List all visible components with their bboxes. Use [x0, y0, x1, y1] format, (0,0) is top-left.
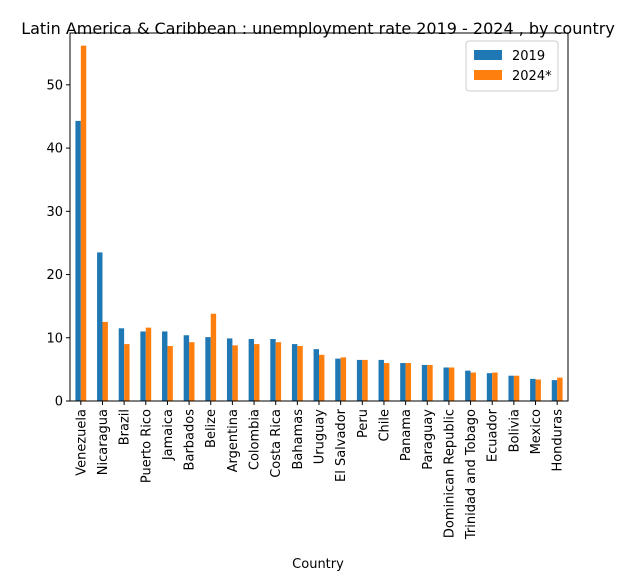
- bar-2019-barbados: [183, 335, 190, 401]
- legend-label-2019: 2019: [512, 49, 545, 64]
- x-tick-label-venezuela: Venezuela: [74, 409, 89, 476]
- bar-2024-paraguay: [427, 364, 433, 401]
- x-tick-label-bahamas: Bahamas: [291, 409, 306, 470]
- bar-2024-argentina: [232, 345, 238, 401]
- legend: 2019 2024*: [465, 40, 559, 92]
- bars-group: [75, 45, 563, 401]
- bar-2019-ecuador: [486, 373, 493, 401]
- x-tick-label-chile: Chile: [377, 409, 392, 442]
- x-tick-label-trinidad-and-tobago: Trinidad and Tobago: [464, 409, 479, 540]
- bar-2024-chile: [383, 363, 390, 401]
- bar-2019-bahamas: [291, 344, 298, 401]
- x-tick-label-uruguay: Uruguay: [313, 409, 328, 465]
- bar-2024-venezuela: [80, 45, 87, 401]
- x-tick-label-ecuador: Ecuador: [486, 408, 501, 462]
- x-tick-label-brazil: Brazil: [118, 409, 133, 445]
- bar-2024-panama: [405, 363, 412, 401]
- bar-2019-colombia: [248, 339, 255, 401]
- legend-swatch-2019: [474, 50, 502, 60]
- bar-2024-puerto-rico: [145, 327, 152, 401]
- x-tick-label-dominican-republic: Dominican Republic: [442, 409, 457, 538]
- bar-2024-honduras: [557, 377, 563, 401]
- bar-2019-brazil: [118, 328, 125, 401]
- bar-2019-paraguay: [421, 364, 428, 401]
- x-tick-label-honduras: Honduras: [551, 409, 566, 472]
- bar-2019-mexico: [530, 378, 536, 401]
- y-tick-label: 50: [46, 78, 63, 93]
- y-tick-label: 10: [46, 331, 63, 346]
- x-axis: Venezuela Nicaragua Brazil Puerto Rico Jamai…: [74, 401, 566, 540]
- x-tick-label-nicaragua: Nicaragua: [96, 409, 111, 475]
- bar-2024-nicaragua: [102, 321, 108, 401]
- bar-2019-argentina: [226, 338, 233, 401]
- x-tick-label-panama: Panama: [399, 409, 414, 461]
- x-tick-label-barbados: Barbados: [183, 409, 198, 471]
- x-tick-label-costa-rica: Costa Rica: [269, 409, 284, 478]
- x-axis-label: Country: [292, 557, 344, 572]
- x-tick-label-argentina: Argentina: [226, 409, 241, 472]
- bar-2024-costa-rica: [275, 342, 282, 401]
- bar-2019-dominican-republic: [443, 367, 449, 401]
- bar-2024-belize: [210, 313, 217, 401]
- bar-2024-peru: [362, 359, 368, 401]
- y-axis: 0 10 20 30 40 50: [46, 78, 70, 410]
- bar-2024-trinidad-and-tobago: [470, 372, 476, 401]
- x-tick-label-mexico: Mexico: [529, 409, 544, 454]
- bar-2019-puerto-rico: [140, 331, 146, 401]
- x-tick-label-belize: Belize: [204, 409, 219, 448]
- legend-label-2024: 2024*: [512, 69, 552, 84]
- bar-2019-nicaragua: [97, 252, 103, 401]
- bar-2024-jamaica: [167, 345, 173, 401]
- bar-2024-ecuador: [492, 372, 498, 401]
- bar-2019-bolivia: [508, 375, 514, 401]
- bar-2024-colombia: [254, 344, 260, 401]
- bar-2024-barbados: [189, 342, 195, 401]
- bar-2024-mexico: [535, 379, 541, 401]
- bar-2019-chile: [378, 359, 384, 401]
- bar-2024-dominican-republic: [448, 367, 455, 401]
- y-tick-label: 30: [46, 205, 63, 220]
- bar-2019-costa-rica: [270, 339, 276, 401]
- bar-2019-el-salvador: [335, 358, 341, 401]
- bar-2019-honduras: [551, 380, 558, 401]
- chart-title: Latin America & Caribbean : unemployment…: [21, 19, 615, 38]
- bar-2024-brazil: [124, 344, 130, 401]
- y-tick-label: 20: [46, 268, 63, 283]
- x-tick-label-paraguay: Paraguay: [421, 409, 436, 470]
- bar-2019-jamaica: [162, 331, 168, 401]
- x-tick-label-puerto-rico: Puerto Rico: [139, 409, 154, 483]
- x-tick-label-bolivia: Bolivia: [507, 409, 522, 452]
- x-tick-label-colombia: Colombia: [248, 409, 263, 470]
- bar-2019-venezuela: [75, 120, 81, 401]
- y-tick-label: 40: [46, 142, 63, 157]
- bar-2024-bahamas: [297, 345, 303, 401]
- x-tick-label-jamaica: Jamaica: [161, 409, 176, 461]
- bar-2019-belize: [205, 337, 211, 401]
- bar-2019-panama: [400, 363, 406, 401]
- bar-2024-uruguay: [319, 354, 325, 401]
- x-tick-label-el-salvador: El Salvador: [334, 408, 349, 482]
- bar-2019-peru: [356, 359, 363, 401]
- y-tick-label: 0: [55, 395, 63, 410]
- legend-swatch-2024: [474, 70, 502, 80]
- bar-2024-el-salvador: [340, 357, 347, 401]
- bar-2019-uruguay: [313, 349, 319, 401]
- bar-2019-trinidad-and-tobago: [465, 370, 471, 401]
- x-tick-label-peru: Peru: [356, 409, 371, 438]
- bar-2024-bolivia: [513, 375, 520, 401]
